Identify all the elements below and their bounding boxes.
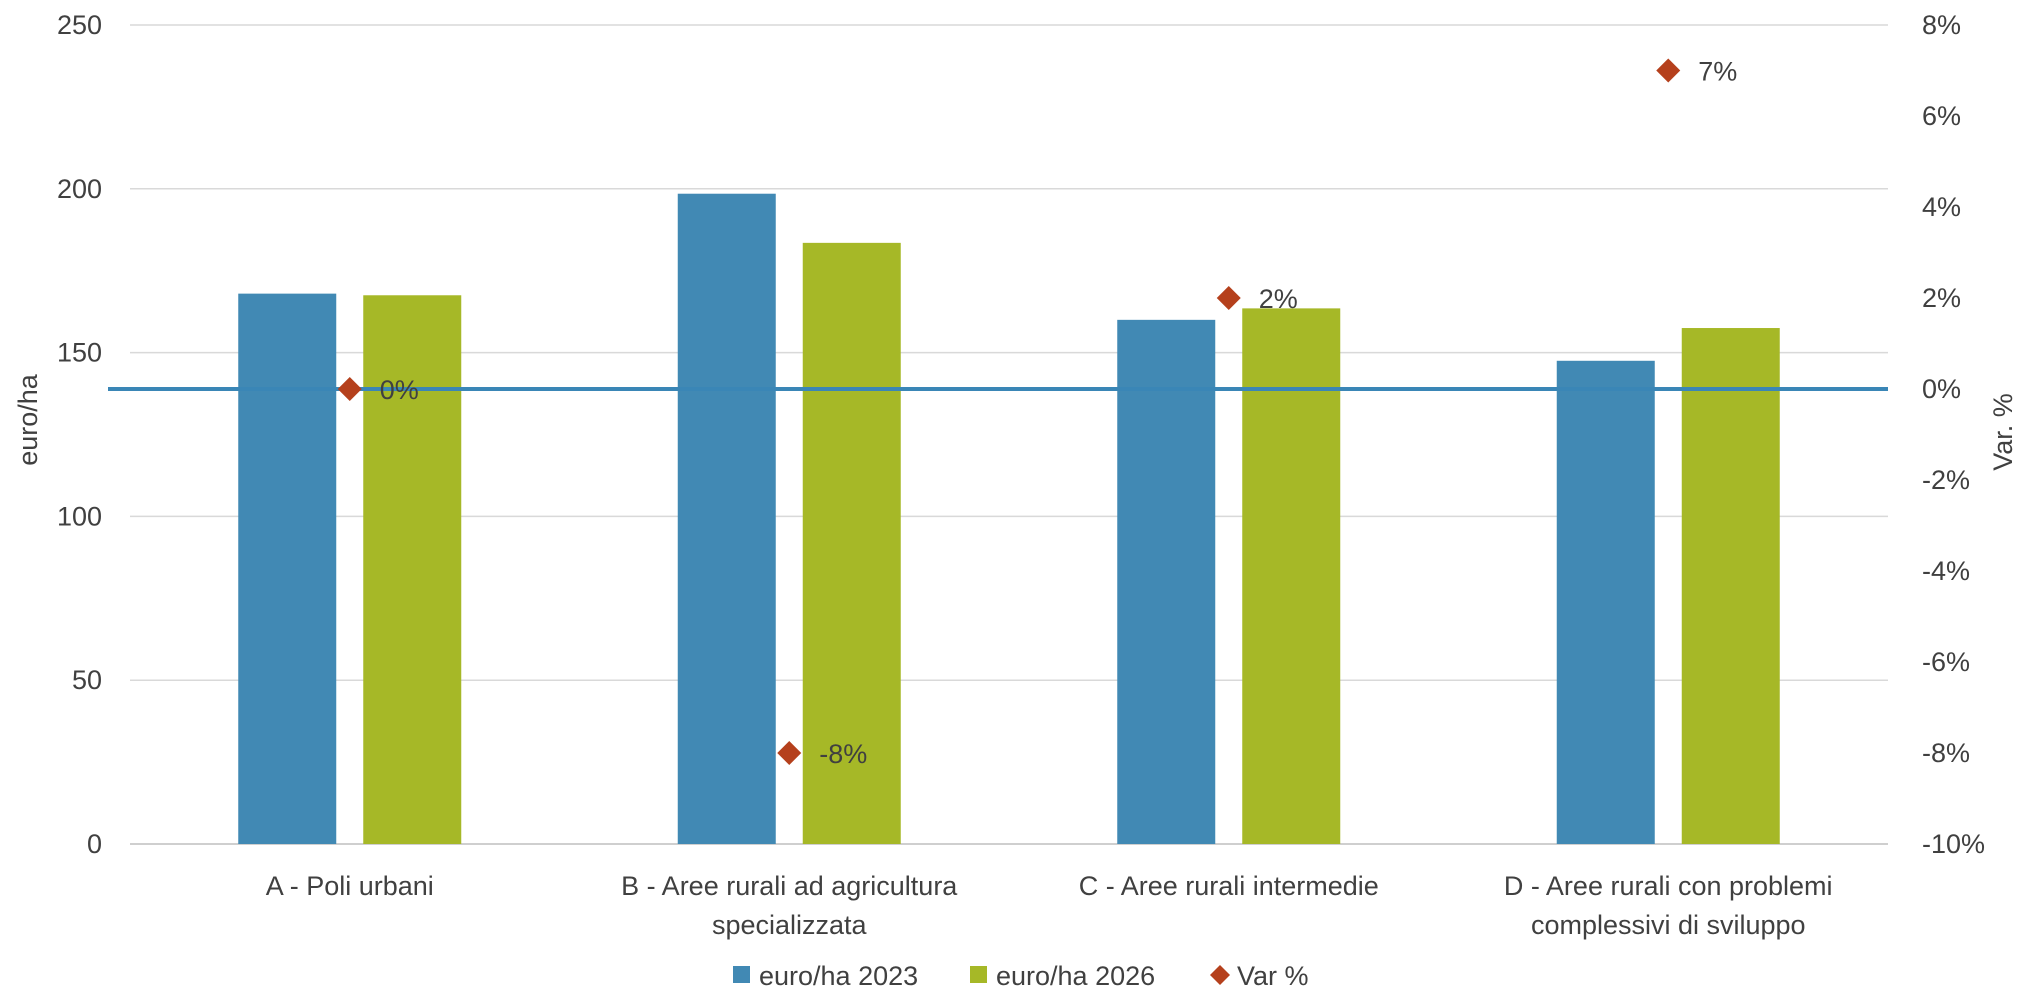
var-data-label: 2% bbox=[1259, 284, 1298, 314]
category-label: complessivi di sviluppo bbox=[1531, 910, 1806, 940]
y2-tick-label: -10% bbox=[1922, 829, 1985, 859]
y2-tick-label: 2% bbox=[1922, 283, 1961, 313]
var-marker bbox=[337, 377, 362, 401]
category-label: D - Aree rurali con problemi bbox=[1504, 871, 1833, 901]
bar-2026 bbox=[1681, 328, 1780, 844]
bar-2026 bbox=[363, 295, 462, 844]
y-tick-label: 250 bbox=[57, 10, 102, 40]
y-tick-label: 150 bbox=[57, 338, 102, 368]
y2-tick-label: 0% bbox=[1922, 374, 1961, 404]
y2-axis-title: Var. % bbox=[1988, 393, 2018, 471]
y2-tick-label: -4% bbox=[1922, 556, 1970, 586]
y-tick-label: 100 bbox=[57, 501, 102, 531]
legend-swatch bbox=[970, 966, 987, 983]
y2-tick-label: -2% bbox=[1922, 465, 1970, 495]
bars-group bbox=[238, 193, 1780, 845]
category-label: B - Aree rurali ad agricultura bbox=[621, 871, 958, 901]
bar-2023 bbox=[238, 293, 337, 845]
legend-label: euro/ha 2023 bbox=[759, 961, 918, 991]
legend: euro/ha 2023 euro/ha 2026 Var % bbox=[733, 961, 1309, 991]
category-label: A - Poli urbani bbox=[266, 871, 434, 901]
var-markers-group: 0% -8% 2% 7% bbox=[337, 57, 1737, 769]
category-label: C - Aree rurali intermedie bbox=[1079, 871, 1379, 901]
var-marker bbox=[1216, 286, 1241, 310]
var-marker bbox=[777, 741, 802, 765]
category-label: specializzata bbox=[712, 910, 868, 940]
y2-tick-label: 4% bbox=[1922, 192, 1961, 222]
legend-swatch bbox=[733, 966, 750, 983]
bar-2023 bbox=[677, 193, 776, 845]
var-data-label: 7% bbox=[1698, 57, 1737, 87]
y2-axis-ticks: -10% -8% -6% -4% -2% 0% 2% 4% 6% 8% bbox=[1922, 10, 1985, 859]
var-data-label: 0% bbox=[380, 375, 419, 405]
bar-2023 bbox=[1117, 319, 1216, 845]
y2-tick-label: 8% bbox=[1922, 10, 1961, 40]
legend-swatch-diamond bbox=[1210, 965, 1230, 985]
var-marker bbox=[1656, 58, 1681, 83]
category-labels: A - Poli urbani B - Aree rurali ad agricu… bbox=[266, 871, 1833, 940]
bar-2026 bbox=[1242, 308, 1341, 844]
y-tick-label: 200 bbox=[57, 174, 102, 204]
bar-2023 bbox=[1556, 360, 1655, 844]
y-axis-title: euro/ha bbox=[13, 373, 43, 466]
y-axis-ticks: 0 50 100 150 200 250 bbox=[57, 10, 102, 859]
y-tick-label: 0 bbox=[87, 829, 102, 859]
y-tick-label: 50 bbox=[72, 665, 102, 695]
legend-label: Var % bbox=[1237, 961, 1309, 991]
bar-2026 bbox=[802, 242, 901, 844]
y2-tick-label: 6% bbox=[1922, 101, 1961, 131]
legend-label: euro/ha 2026 bbox=[996, 961, 1155, 991]
y2-tick-label: -8% bbox=[1922, 738, 1970, 768]
y2-tick-label: -6% bbox=[1922, 647, 1970, 677]
var-data-label: -8% bbox=[819, 739, 867, 769]
